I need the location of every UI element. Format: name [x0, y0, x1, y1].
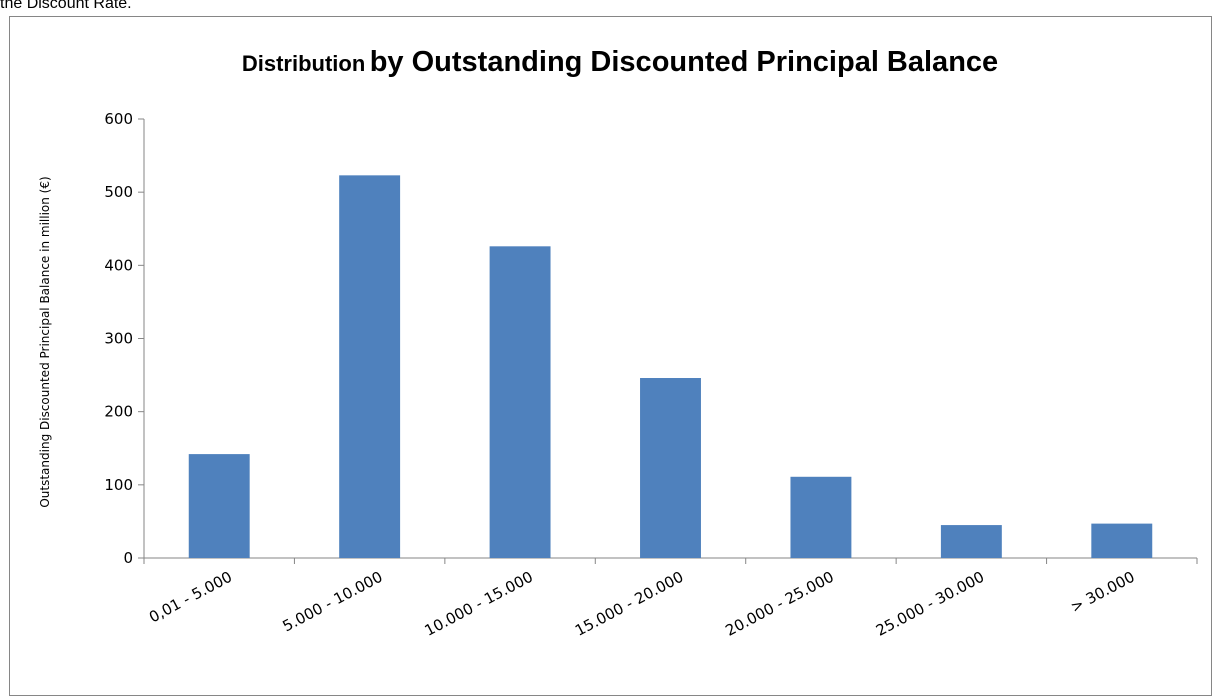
chart-title: Distribution by Outstanding Discounted P…: [242, 46, 998, 78]
bar: [940, 525, 1002, 558]
chart-frame: Distribution by Outstanding Discounted P…: [9, 16, 1212, 696]
y-tick-label: 0: [123, 549, 133, 567]
bar: [1091, 523, 1153, 558]
x-tick-label: 25.000 - 30.000: [873, 568, 987, 640]
chart-title-part2: by Outstanding Discounted Principal Bala…: [370, 46, 998, 78]
bar: [790, 476, 852, 558]
bar-chart: Distribution by Outstanding Discounted P…: [38, 46, 1198, 640]
y-axis: 0 100 200 300 400 500 600: [104, 110, 145, 567]
bar: [489, 246, 551, 558]
bars: [188, 175, 1153, 559]
y-tick-label: 500: [104, 183, 133, 201]
x-tick-label: 20.000 - 25.000: [722, 568, 836, 640]
y-tick-label: 200: [104, 403, 133, 421]
chart-title-part1: Distribution: [242, 51, 365, 76]
x-tick-label: 0,01 - 5.000: [146, 568, 235, 627]
y-tick-label: 600: [104, 110, 133, 128]
x-tick-label: > 30.000: [1068, 568, 1138, 617]
y-axis-label: Outstanding Discounted Principal Balance…: [38, 176, 52, 507]
y-tick-label: 300: [104, 330, 133, 348]
y-tick-label: 400: [104, 256, 133, 274]
bar: [339, 175, 401, 559]
y-tick-label: 100: [104, 476, 133, 494]
x-tick-label: 10.000 - 15.000: [422, 568, 536, 640]
bar: [188, 454, 250, 558]
bar: [640, 378, 701, 558]
x-tick-label: 5.000 - 10.000: [280, 568, 386, 636]
x-axis: 0,01 - 5.000 5.000 - 10.000 10.000 - 15.00…: [143, 557, 1198, 640]
x-tick-label: 15.000 - 20.000: [572, 568, 686, 640]
page-caption: the Discount Rate.: [0, 0, 132, 12]
